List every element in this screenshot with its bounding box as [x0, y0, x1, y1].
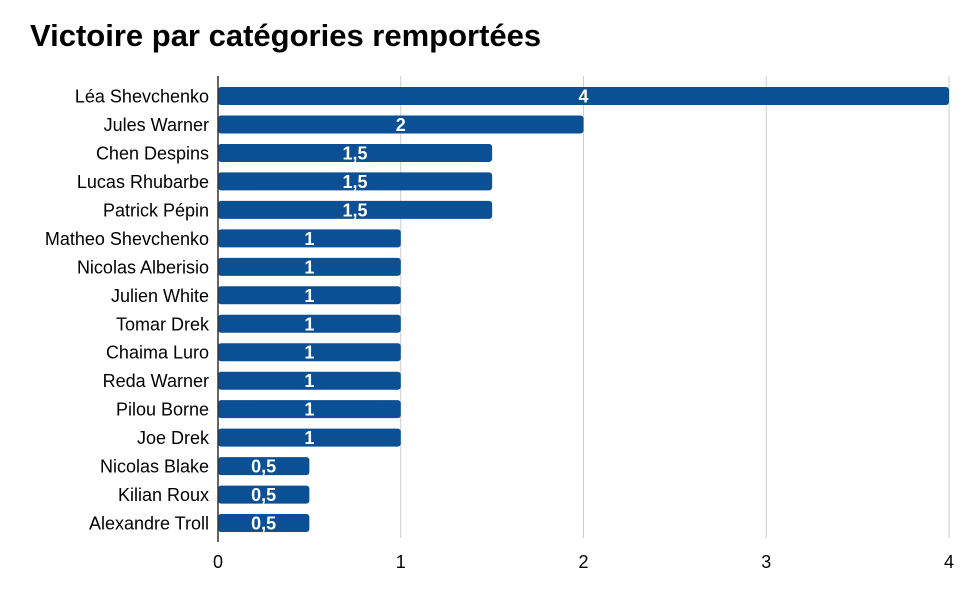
category-label: Chaima Luro — [106, 343, 209, 363]
category-label: Tomar Drek — [116, 314, 210, 334]
category-label: Jules Warner — [104, 115, 209, 135]
category-label: Nicolas Blake — [100, 457, 209, 477]
data-label: 1 — [304, 371, 314, 391]
chart-title: Victoire par catégories remportées — [30, 18, 542, 53]
category-label: Patrick Pépin — [103, 200, 209, 220]
x-tick-label: 2 — [578, 552, 588, 572]
bar — [218, 400, 401, 419]
labels: 0 1 2 3 4 Léa Shevchenko 4 Jules Warner 2 Chen De… — [45, 87, 954, 573]
category-label: Kilian Roux — [118, 485, 209, 505]
data-label: 1 — [304, 314, 314, 334]
bar — [218, 428, 401, 447]
category-label: Julien White — [111, 286, 209, 306]
data-label: 1,5 — [343, 172, 368, 192]
x-tick-label: 3 — [761, 552, 771, 572]
x-tick-label: 4 — [944, 552, 954, 572]
category-label: Nicolas Alberisio — [77, 257, 209, 277]
category-label: Pilou Borne — [116, 400, 209, 420]
bar — [218, 457, 310, 476]
data-label: 2 — [396, 115, 406, 135]
category-label: Lucas Rhubarbe — [77, 172, 209, 192]
data-label: 1 — [304, 286, 314, 306]
bar — [218, 371, 401, 390]
data-label: 1 — [304, 400, 314, 420]
x-tick-label: 0 — [213, 552, 223, 572]
bar — [218, 200, 493, 219]
bar — [218, 87, 949, 105]
data-label: 1 — [304, 343, 314, 363]
x-tick-label: 1 — [396, 552, 406, 572]
category-label: Joe Drek — [137, 428, 210, 448]
bar — [218, 229, 401, 248]
bar — [218, 514, 310, 533]
data-label: 0,5 — [251, 457, 276, 477]
data-label: 0,5 — [251, 485, 276, 505]
bars — [218, 87, 949, 533]
data-label: 0,5 — [251, 514, 276, 534]
category-label: Alexandre Troll — [89, 514, 209, 534]
bar — [218, 286, 401, 305]
bar — [218, 172, 493, 191]
data-label: 1 — [304, 257, 314, 277]
bar — [218, 343, 401, 362]
bar — [218, 314, 401, 333]
category-label: Chen Despins — [96, 143, 209, 163]
bar — [218, 485, 310, 504]
data-label: 1,5 — [343, 200, 368, 220]
category-label: Reda Warner — [103, 371, 209, 391]
data-label: 4 — [578, 87, 588, 107]
data-label: 1 — [304, 428, 314, 448]
bar — [218, 143, 493, 162]
category-label: Matheo Shevchenko — [45, 229, 209, 249]
bar — [218, 257, 401, 276]
bar — [218, 115, 584, 134]
data-label: 1 — [304, 229, 314, 249]
category-label: Léa Shevchenko — [75, 87, 209, 107]
data-label: 1,5 — [343, 143, 368, 163]
